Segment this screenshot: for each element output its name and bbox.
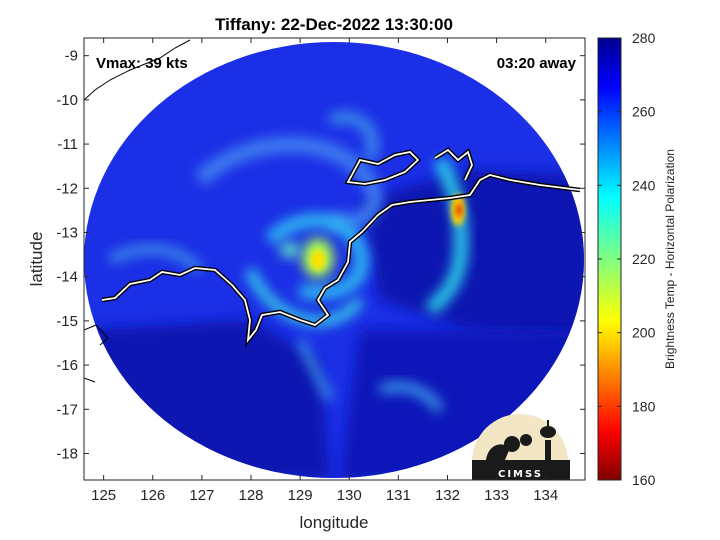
y-tick-label: -17 [56,401,78,418]
time-away-annotation: 03:20 away [497,55,577,72]
x-tick-label: 128 [238,487,263,504]
x-tick-label: 133 [484,487,509,504]
colorbar-tick-label: 280 [632,30,656,46]
colorbar-tick-label: 160 [632,472,656,488]
x-axis: 125 126 127 128 129 130 131 132 133 134 [91,38,558,504]
colorbar-label: Brightness Temp - Horizontal Polarizatio… [663,149,677,369]
plot-content: CIMSS [84,39,584,480]
x-tick-label: 132 [435,487,460,504]
colorbar-tick-label: 260 [632,104,656,120]
x-tick-label: 131 [386,487,411,504]
brightness-temp-swath [84,42,584,478]
vmax-annotation: Vmax: 39 kts [96,55,188,72]
colorbar-tick-label: 180 [632,398,656,414]
colorbar-tick-label: 200 [632,325,656,341]
y-tick-label: -13 [56,224,78,241]
y-tick-label: -16 [56,357,78,374]
y-axis-label: latitude [27,232,46,287]
logo-text: CIMSS [498,469,543,480]
y-tick-label: -14 [56,269,78,286]
plot-frame [83,37,586,481]
x-tick-label: 134 [533,487,558,504]
x-tick-label: 129 [288,487,313,504]
y-tick-label: -18 [56,445,78,462]
y-tick-label: -10 [56,92,78,109]
x-tick-label: 127 [189,487,214,504]
x-axis-label: longitude [299,513,368,532]
y-axis: -9 -10 -11 -12 -13 -14 -15 -16 -17 -18 [56,48,585,462]
y-tick-label: -15 [56,313,78,330]
y-tick-label: -11 [57,136,78,153]
chart-title: Tiffany: 22-Dec-2022 13:30:00 [215,15,453,34]
colorbar-tick-label: 240 [632,177,656,193]
y-tick-label: -12 [56,180,78,197]
y-tick-label: -9 [65,48,78,65]
coastline [84,39,581,383]
colorbar-tick-label: 220 [632,251,656,267]
x-tick-label: 126 [140,487,165,504]
x-tick-label: 130 [337,487,362,504]
x-tick-label: 125 [91,487,116,504]
colorbar-ticks: 280 260 240 220 200 180 160 [598,30,656,488]
